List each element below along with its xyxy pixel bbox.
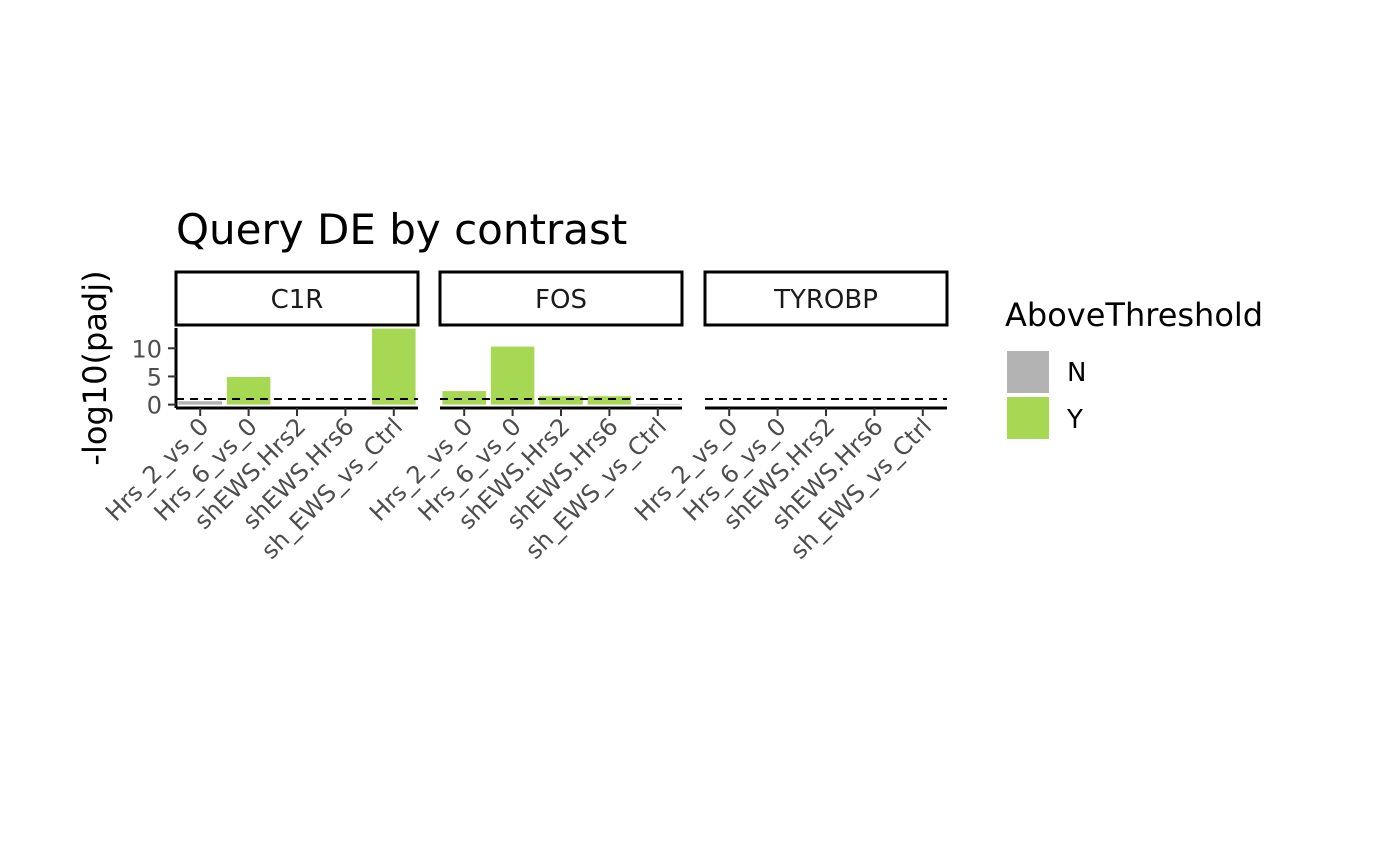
facet-strip-label: TYROBP — [773, 285, 878, 315]
facet-strip — [703, 270, 949, 327]
bar — [372, 328, 416, 405]
legend-label-y: Y — [1066, 405, 1083, 435]
bar — [178, 401, 222, 405]
facet-strip-label: FOS — [535, 285, 587, 315]
facet-panels: C1RHrs_2_vs_0Hrs_6_vs_0shEWS.Hrs2shEWS.H… — [100, 270, 949, 565]
legend-title: AboveThreshold — [1005, 296, 1263, 334]
bar — [587, 396, 632, 405]
facet-strip-label: C1R — [271, 285, 324, 315]
bar — [636, 404, 680, 405]
y-tick-label: 0 — [147, 392, 162, 420]
y-tick-label: 10 — [131, 335, 162, 363]
legend: AboveThreshold N Y — [1005, 296, 1263, 439]
y-axis-label: -log10(padj) — [76, 270, 114, 465]
facet-c1r: C1RHrs_2_vs_0Hrs_6_vs_0shEWS.Hrs2shEWS.H… — [100, 270, 420, 565]
bar — [539, 396, 583, 405]
chart-title: Query DE by contrast — [176, 205, 627, 254]
facet-strip — [174, 270, 420, 327]
bar — [442, 391, 486, 405]
legend-key-y — [1007, 397, 1049, 439]
legend-key-n — [1007, 351, 1049, 393]
bar — [490, 346, 535, 405]
y-tick-label: 5 — [147, 363, 162, 391]
facet-strip — [438, 270, 684, 327]
legend-label-n: N — [1067, 358, 1086, 388]
bar — [226, 377, 271, 405]
